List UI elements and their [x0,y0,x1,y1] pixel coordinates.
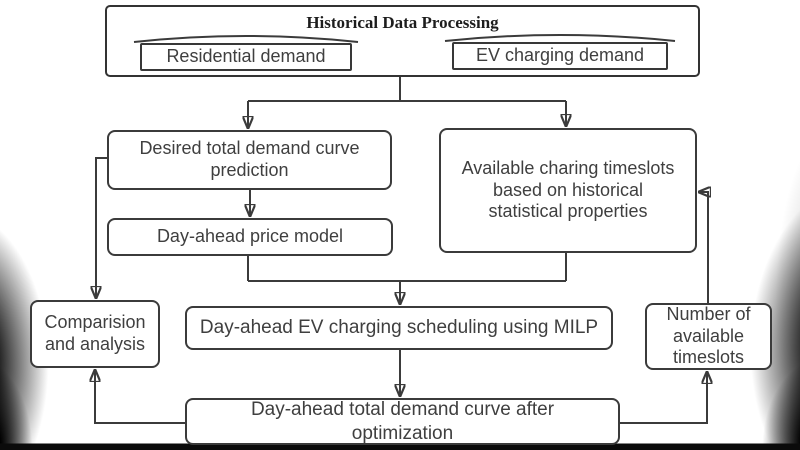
node-available-charging-timeslots: Available charing timeslots based on his… [439,128,697,253]
node-day-ahead-price-model: Day-ahead price model [107,218,393,256]
available-charging-timeslots-label: Available charing timeslots based on his… [461,157,675,222]
number-of-available-timeslots-label: Number of available timeslots [666,303,751,368]
historical-data-processing-label: Historical Data Processing [306,13,499,32]
ev-charging-demand-label: EV charging demand [475,45,645,66]
node-number-of-available-timeslots: Number of available timeslots [645,303,772,370]
residential-demand-label: Residential demand [166,46,326,67]
node-comparison-and-analysis: Comparision and analysis [30,300,160,368]
node-desired-total-demand-curve-prediction: Desired total demand curve prediction [107,130,392,190]
milp-scheduling-label: Day-ahead EV charging scheduling using M… [199,317,599,339]
day-ahead-price-model-label: Day-ahead price model [156,226,344,247]
optimized-demand-curve-label: Day-ahead total demand curve after optim… [250,399,555,444]
node-residential-demand: Residential demand [140,43,352,71]
desired-total-demand-label: Desired total demand curve prediction [139,138,360,180]
comparison-and-analysis-label: Comparision and analysis [44,312,146,354]
node-ev-charging-demand: EV charging demand [452,42,668,70]
node-day-ahead-ev-charging-scheduling-milp: Day-ahead EV charging scheduling using M… [185,306,613,350]
node-day-ahead-total-demand-after-optimization: Day-ahead total demand curve after optim… [185,398,620,445]
